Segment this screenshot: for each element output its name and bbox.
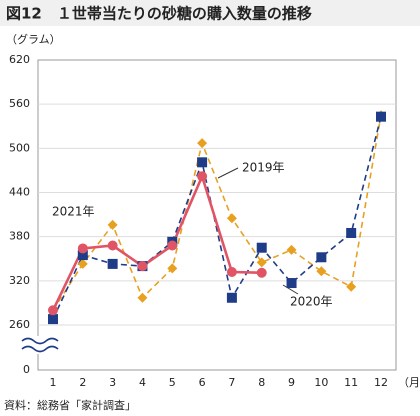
- series-line: [52, 116, 382, 320]
- point: [107, 258, 118, 269]
- series-line: [52, 115, 382, 311]
- point: [167, 240, 178, 251]
- x-tick-label: 9: [288, 376, 295, 389]
- point: [197, 157, 208, 168]
- point: [286, 244, 297, 255]
- x-tick-label: 6: [199, 376, 206, 389]
- point: [286, 278, 297, 289]
- x-unit: （月）: [398, 376, 420, 389]
- y-tick-label: 440: [9, 186, 30, 199]
- x-tick-label: 5: [169, 376, 176, 389]
- x-tick-label: 12: [374, 376, 388, 389]
- x-tick-label: 7: [228, 376, 235, 389]
- point: [137, 261, 148, 272]
- point: [346, 281, 357, 292]
- point: [77, 250, 88, 261]
- point: [226, 267, 237, 277]
- point: [226, 292, 237, 303]
- axis-break: [20, 336, 59, 354]
- point: [256, 257, 267, 268]
- leader-line: [282, 284, 299, 295]
- point: [107, 219, 118, 230]
- point: [226, 213, 237, 224]
- point: [167, 263, 178, 274]
- series-label: 2020年: [290, 295, 333, 309]
- point: [77, 258, 88, 269]
- y-tick-label: 380: [9, 230, 30, 243]
- point: [137, 292, 148, 303]
- x-tick-label: 10: [314, 376, 328, 389]
- point: [197, 138, 208, 149]
- x-tick-label: 8: [258, 376, 265, 389]
- point: [316, 266, 327, 277]
- point: [48, 314, 58, 325]
- chart-title: 図12 １世帯当たりの砂糖の購入数量の推移: [6, 5, 312, 23]
- series-label: 2019年: [242, 161, 285, 175]
- plot-frame: [37, 59, 397, 371]
- y-tick-label: 260: [9, 318, 30, 331]
- x-tick-label: 2: [79, 376, 86, 389]
- x-tick-label: 1: [50, 376, 57, 389]
- leader-line: [217, 167, 239, 179]
- point: [346, 227, 357, 238]
- x-tick-label: 3: [109, 376, 116, 389]
- point: [77, 243, 88, 254]
- point: [316, 252, 327, 263]
- y-tick-label: 620: [9, 53, 30, 66]
- series-label: 2021年: [52, 205, 95, 219]
- y-tick-label: 320: [9, 274, 30, 287]
- source: 資料：総務省「家計調査」: [4, 398, 136, 412]
- point: [256, 242, 267, 253]
- x-tick-label: 11: [344, 376, 358, 389]
- point: [376, 111, 386, 122]
- y-tick-label: 500: [9, 141, 30, 154]
- y-unit: （グラム）: [6, 32, 61, 46]
- point: [256, 267, 267, 278]
- point: [107, 240, 118, 251]
- x-tick-label: 4: [139, 376, 146, 389]
- y-tick-label: 560: [9, 97, 30, 110]
- grid: [38, 103, 396, 326]
- title-band: [0, 0, 420, 26]
- y-tick-label: 0: [23, 363, 30, 376]
- point: [197, 171, 208, 182]
- point: [48, 305, 58, 316]
